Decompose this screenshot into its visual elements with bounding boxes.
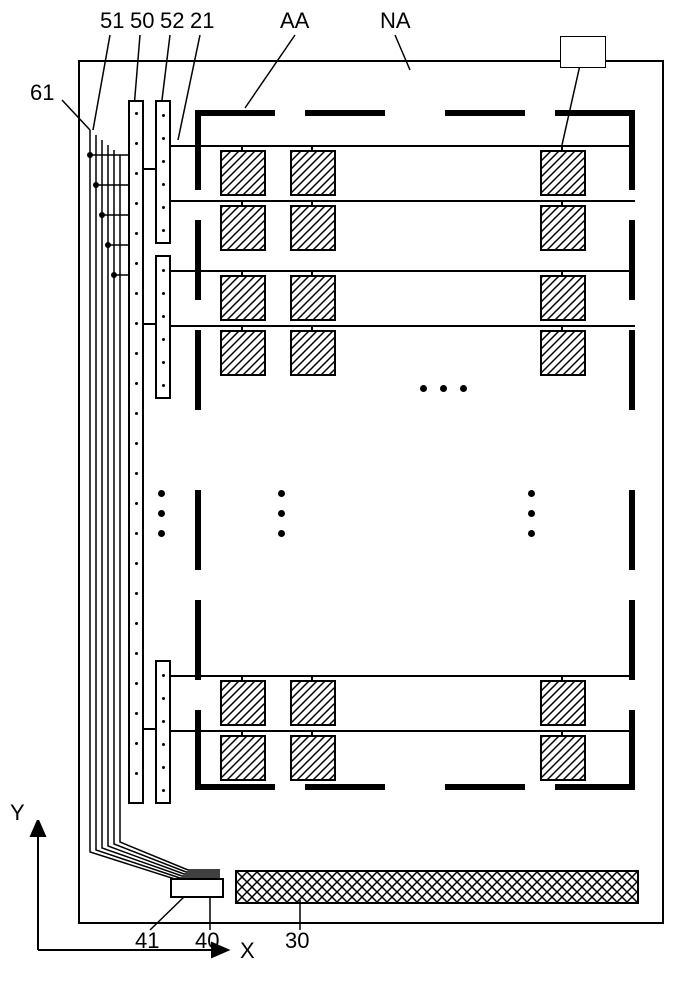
signal-node	[111, 272, 117, 278]
label-40: 40	[195, 928, 219, 954]
fanout-61	[0, 0, 684, 1000]
diagram-canvas: Y X 51 50 52 21 AA NA 10 61	[0, 0, 684, 1000]
label-41: 41	[135, 928, 159, 954]
signal-node	[93, 182, 99, 188]
signal-node	[105, 242, 111, 248]
signal-node	[87, 152, 93, 158]
driver-ic	[235, 870, 639, 904]
signal-node	[99, 212, 105, 218]
label-30: 30	[285, 928, 309, 954]
box-10	[560, 36, 606, 68]
box-41	[170, 878, 224, 898]
